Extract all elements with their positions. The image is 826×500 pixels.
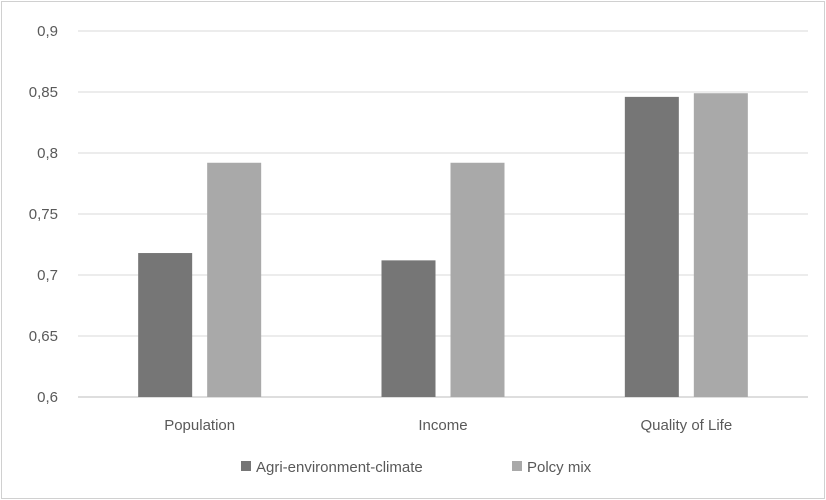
bar-policy-mix <box>450 162 505 397</box>
x-tick-label: Quality of Life <box>640 417 732 434</box>
bar-agri-environment-climate <box>624 96 679 397</box>
y-tick-label: 0,75 <box>29 206 58 223</box>
y-tick-label: 0,7 <box>37 267 58 284</box>
bars <box>138 93 748 397</box>
legend-swatch <box>241 461 251 471</box>
bar-policy-mix <box>693 93 748 397</box>
y-tick-label: 0,9 <box>37 23 58 40</box>
bar-agri-environment-climate <box>381 260 436 397</box>
y-tick-label: 0,85 <box>29 84 58 101</box>
bar-policy-mix <box>207 162 262 397</box>
gridlines <box>78 30 808 398</box>
y-tick-label: 0,8 <box>37 145 58 162</box>
legend: Agri-environment-climate Polcy mix <box>241 459 592 476</box>
legend-label: Polcy mix <box>527 459 592 476</box>
y-tick-label: 0,65 <box>29 328 58 345</box>
bar-agri-environment-climate <box>138 253 193 397</box>
legend-label: Agri-environment-climate <box>256 459 423 476</box>
legend-swatch <box>512 461 522 471</box>
y-tick-label: 0,6 <box>37 389 58 406</box>
x-axis-ticks: Population Income Quality of Life <box>164 417 732 434</box>
x-tick-label: Income <box>418 417 467 434</box>
x-tick-label: Population <box>164 417 235 434</box>
y-axis-ticks: 0,9 0,85 0,8 0,75 0,7 0,65 0,6 <box>29 23 58 406</box>
